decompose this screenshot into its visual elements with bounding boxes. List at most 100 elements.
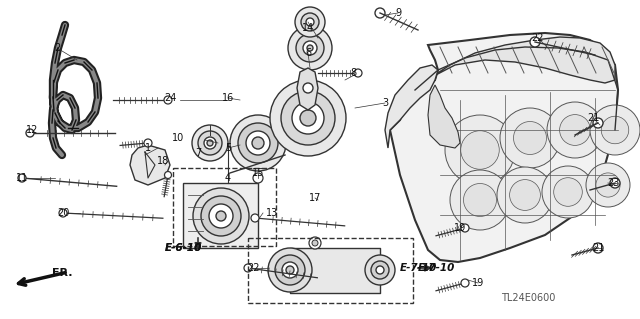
Text: 5: 5 (225, 143, 231, 153)
Text: 12: 12 (26, 125, 38, 135)
Text: FR.: FR. (52, 268, 72, 278)
Circle shape (547, 102, 603, 158)
Text: 14: 14 (302, 23, 314, 33)
Text: 19: 19 (472, 278, 484, 288)
Circle shape (18, 174, 26, 182)
Text: 21: 21 (587, 113, 599, 123)
Text: E-6-10: E-6-10 (164, 243, 202, 253)
Circle shape (509, 180, 540, 211)
Circle shape (307, 45, 313, 51)
Circle shape (610, 178, 620, 188)
Text: 22: 22 (532, 33, 544, 43)
Text: 4: 4 (225, 173, 231, 183)
Text: E-6-10: E-6-10 (164, 243, 202, 253)
Circle shape (306, 18, 314, 26)
Polygon shape (385, 65, 438, 148)
Bar (248, 238, 413, 303)
Circle shape (251, 214, 259, 222)
Polygon shape (130, 145, 170, 185)
Circle shape (292, 102, 324, 134)
Circle shape (593, 243, 603, 253)
Circle shape (164, 172, 172, 179)
Circle shape (252, 137, 264, 149)
Bar (173, 168, 276, 246)
Circle shape (513, 122, 547, 154)
Circle shape (450, 170, 510, 230)
Text: 8: 8 (350, 68, 356, 78)
Circle shape (554, 178, 582, 206)
Circle shape (500, 108, 560, 168)
Circle shape (286, 266, 294, 274)
Circle shape (542, 166, 594, 218)
Circle shape (590, 105, 640, 155)
Circle shape (144, 139, 152, 147)
Text: 3: 3 (382, 98, 388, 108)
Text: 2: 2 (54, 43, 60, 53)
Text: 20: 20 (57, 208, 69, 218)
Circle shape (164, 96, 172, 104)
Polygon shape (390, 33, 618, 262)
Circle shape (26, 129, 34, 137)
Text: 17: 17 (309, 193, 321, 203)
Text: 19: 19 (454, 223, 466, 233)
Polygon shape (297, 68, 318, 110)
Circle shape (593, 118, 603, 128)
Circle shape (246, 131, 270, 155)
Text: 16: 16 (222, 93, 234, 103)
Text: 21: 21 (592, 243, 604, 253)
Circle shape (253, 173, 263, 183)
Bar (290, 248, 380, 293)
Circle shape (312, 240, 318, 246)
Text: E-7-10: E-7-10 (399, 263, 436, 273)
Text: 18: 18 (157, 156, 169, 166)
Circle shape (463, 183, 497, 217)
Bar (183, 183, 258, 248)
Text: 15: 15 (252, 168, 264, 178)
Circle shape (586, 163, 630, 207)
Circle shape (295, 7, 325, 37)
Circle shape (201, 196, 241, 236)
Circle shape (296, 34, 324, 62)
Circle shape (309, 237, 321, 249)
Circle shape (301, 13, 319, 31)
Polygon shape (415, 37, 615, 90)
Circle shape (371, 261, 389, 279)
Circle shape (497, 167, 553, 223)
Text: 24: 24 (164, 93, 176, 103)
Circle shape (193, 188, 249, 244)
Circle shape (281, 91, 335, 145)
Circle shape (596, 173, 620, 197)
Circle shape (204, 137, 216, 149)
Text: E-7-10: E-7-10 (418, 263, 456, 273)
Circle shape (461, 279, 469, 287)
Circle shape (375, 8, 385, 18)
Circle shape (244, 264, 252, 272)
Text: 10: 10 (172, 133, 184, 143)
Circle shape (198, 131, 222, 155)
Circle shape (270, 80, 346, 156)
Circle shape (59, 209, 67, 217)
Circle shape (461, 131, 499, 169)
Circle shape (282, 262, 298, 278)
Circle shape (365, 255, 395, 285)
Text: 13: 13 (266, 208, 278, 218)
Text: 1: 1 (145, 143, 151, 153)
Circle shape (559, 115, 590, 145)
Text: 22: 22 (247, 263, 259, 273)
Text: 11: 11 (16, 173, 28, 183)
Circle shape (461, 224, 469, 232)
Text: 23: 23 (607, 178, 619, 188)
Circle shape (303, 41, 317, 55)
Circle shape (209, 204, 233, 228)
Circle shape (238, 123, 278, 163)
Circle shape (376, 266, 384, 274)
Circle shape (230, 115, 286, 171)
Polygon shape (428, 85, 460, 148)
Circle shape (275, 255, 305, 285)
Text: 9: 9 (395, 8, 401, 18)
Circle shape (354, 69, 362, 77)
Circle shape (530, 37, 540, 47)
Circle shape (300, 110, 316, 126)
Circle shape (445, 115, 515, 185)
Circle shape (192, 125, 228, 161)
